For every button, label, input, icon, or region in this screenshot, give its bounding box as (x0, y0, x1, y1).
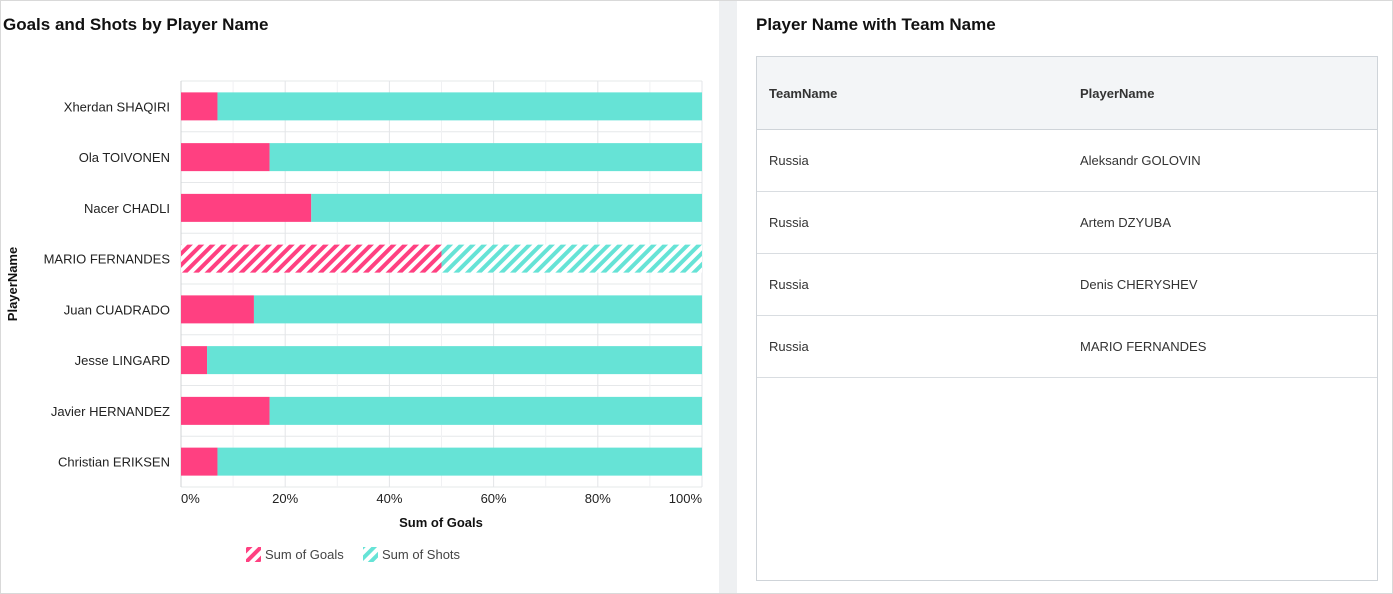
y-tick-label: Jesse LINGARD (75, 353, 170, 368)
x-tick-label: 20% (272, 491, 298, 506)
x-tick-label: 100% (669, 491, 703, 506)
chart-gridlines (180, 80, 703, 488)
cell-playername: Denis CHERYSHEV (1080, 277, 1198, 292)
legend-swatch-goals[interactable] (246, 547, 261, 562)
y-tick-label: Nacer CHADLI (84, 201, 170, 216)
bar-goals[interactable] (181, 244, 442, 273)
chart-panel-title: Goals and Shots by Player Name (3, 15, 269, 34)
column-header-teamname[interactable]: TeamName (769, 85, 838, 101)
y-tick-label: MARIO FERNANDES (44, 252, 171, 267)
cell-playername: MARIO FERNANDES (1080, 339, 1207, 354)
table-row[interactable]: Russia Denis CHERYSHEV (757, 254, 1377, 316)
player-team-grid: TeamName PlayerName Russia Aleksandr GOL… (756, 56, 1378, 581)
goals-shots-bar-chart[interactable]: Xherdan SHAQIRI Ola TOIVONEN Nacer CHADLI M… (1, 1, 719, 593)
y-tick-label: Ola TOIVONEN (79, 150, 170, 165)
bar-shots[interactable] (217, 447, 702, 476)
cell-teamname: Russia (769, 215, 809, 230)
y-tick-label: Juan CUADRADO (64, 302, 170, 317)
bar-shots[interactable] (253, 295, 702, 324)
bar-goals[interactable] (181, 143, 270, 172)
bar-shots[interactable] (217, 92, 702, 121)
y-axis-labels: Xherdan SHAQIRI Ola TOIVONEN Nacer CHADLI M… (44, 99, 171, 469)
x-tick-label: 60% (481, 491, 507, 506)
cell-playername: Aleksandr GOLOVIN (1080, 153, 1201, 168)
x-tick-label: 80% (585, 491, 611, 506)
bar-goals[interactable] (181, 193, 312, 222)
table-row[interactable]: Russia Artem DZYUBA (757, 192, 1377, 254)
y-tick-label: Christian ERIKSEN (58, 455, 170, 470)
cell-teamname: Russia (769, 277, 809, 292)
cell-teamname: Russia (769, 339, 809, 354)
table-row[interactable]: Russia MARIO FERNANDES (757, 316, 1377, 378)
x-axis-title: Sum of Goals (399, 515, 483, 530)
cell-playername: Artem DZYUBA (1080, 215, 1172, 230)
cell-teamname: Russia (769, 153, 809, 168)
chart-legend: Sum of Goals Sum of Shots (246, 547, 461, 562)
legend-label[interactable]: Sum of Goals (265, 547, 344, 562)
bar-shots[interactable] (269, 143, 702, 172)
y-tick-label: Javier HERNANDEZ (51, 404, 170, 419)
grid-header-row: TeamName PlayerName (757, 57, 1377, 130)
bar-goals[interactable] (181, 295, 254, 324)
column-header-playername[interactable]: PlayerName (1080, 85, 1155, 101)
goals-shots-chart-panel: Goals and Shots by Player Name Xherdan S… (1, 1, 719, 593)
x-axis-ticks: 0% 20% 40% 60% 80% 100% (181, 491, 702, 506)
bar-shots[interactable] (441, 244, 703, 273)
bar-goals[interactable] (181, 396, 270, 425)
bar-goals[interactable] (181, 92, 218, 121)
table-panel-title: Player Name with Team Name (756, 15, 996, 34)
legend-label[interactable]: Sum of Shots (382, 547, 461, 562)
bar-shots[interactable] (311, 193, 702, 222)
legend-swatch-shots[interactable] (363, 547, 378, 562)
x-tick-label: 0% (181, 491, 200, 506)
bar-shots[interactable] (207, 346, 703, 375)
y-tick-label: Xherdan SHAQIRI (64, 99, 170, 114)
chart-bars (181, 92, 703, 476)
bar-goals[interactable] (181, 447, 218, 476)
player-team-panel: Player Name with Team Name TeamName Play… (737, 1, 1392, 593)
bar-goals[interactable] (181, 346, 208, 375)
x-tick-label: 40% (376, 491, 402, 506)
bar-shots[interactable] (269, 396, 702, 425)
panel-divider (719, 1, 737, 593)
y-axis-title: PlayerName (5, 247, 20, 321)
table-row[interactable]: Russia Aleksandr GOLOVIN (757, 130, 1377, 192)
